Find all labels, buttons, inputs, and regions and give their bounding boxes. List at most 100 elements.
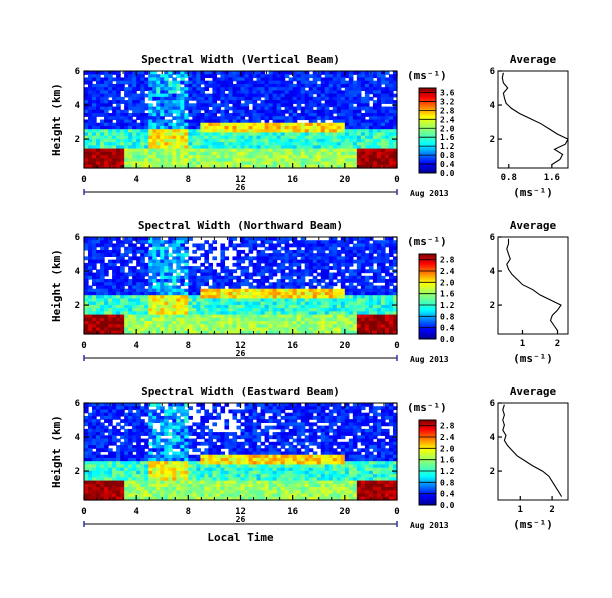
- heatmap-cell: [288, 155, 294, 159]
- heatmap-cell: [316, 74, 322, 79]
- heatmap-cell: [388, 151, 394, 156]
- heatmap-cell: [172, 90, 177, 95]
- heatmap-cell: [380, 246, 386, 251]
- heatmap-cell: [336, 321, 342, 325]
- heatmap-cell: [312, 409, 318, 414]
- heatmap-cell: [232, 298, 238, 303]
- heatmap-cell: [124, 106, 129, 111]
- heatmap-cell: [208, 327, 214, 332]
- heatmap-cell: [92, 295, 97, 300]
- heatmap-cell: [392, 71, 398, 75]
- heatmap-cell: [192, 279, 197, 283]
- heatmap-cell: [268, 295, 274, 300]
- heatmap-cell: [388, 237, 394, 241]
- heatmap-cell: [380, 298, 386, 303]
- heatmap-cell: [196, 330, 201, 335]
- heatmap-cell: [268, 237, 274, 241]
- heatmap-cell: [100, 317, 105, 322]
- heatmap-cell: [224, 308, 230, 312]
- heatmap-cell: [324, 125, 330, 130]
- heatmap-cell: [128, 246, 133, 251]
- heatmap-cell: [216, 71, 222, 75]
- heatmap-cell: [168, 148, 173, 153]
- heatmap-cell: [268, 308, 274, 312]
- heatmap-cell: [224, 288, 230, 293]
- heatmap-cell: [160, 256, 165, 261]
- heatmap-cell: [380, 119, 386, 124]
- heatmap-cell: [300, 74, 306, 79]
- heatmap-cell: [332, 317, 338, 322]
- heatmap-cell: [88, 129, 93, 134]
- heatmap-cell: [376, 243, 382, 248]
- heatmap-cell: [284, 158, 290, 163]
- heatmap-cell: [240, 109, 246, 114]
- heatmap-cell: [204, 419, 209, 423]
- heatmap-cell: [368, 425, 374, 430]
- heatmap-cell: [96, 288, 101, 293]
- heatmap-cell: [304, 142, 310, 146]
- heatmap-cell: [312, 269, 318, 274]
- heatmap-cell: [172, 145, 177, 150]
- heatmap-cell: [308, 406, 314, 411]
- heatmap-cell: [352, 151, 358, 156]
- heatmap-cell: [352, 109, 358, 114]
- heatmap-cell: [384, 324, 390, 329]
- heatmap-cell: [152, 314, 157, 319]
- heatmap-cell: [180, 246, 185, 251]
- heatmap-cell: [188, 314, 193, 319]
- heatmap-cell: [368, 282, 374, 287]
- heatmap-cell: [276, 314, 282, 319]
- heatmap-cell: [360, 148, 366, 153]
- heatmap-cell: [252, 116, 258, 121]
- heatmap-cell: [96, 109, 101, 114]
- heatmap-cell: [280, 96, 286, 101]
- heatmap-cell: [312, 77, 318, 82]
- heatmap-cell: [340, 324, 346, 329]
- heatmap-cell: [144, 327, 149, 332]
- heatmap-cell: [356, 275, 362, 280]
- heatmap-cell: [112, 116, 117, 121]
- heatmap-cell: [268, 83, 274, 88]
- heatmap-cell: [124, 145, 129, 150]
- heatmap-cell: [300, 116, 306, 121]
- heatmap-cell: [196, 158, 201, 163]
- heatmap-cell: [288, 119, 294, 124]
- heatmap-cell: [332, 308, 338, 312]
- heatmap-cell: [252, 327, 258, 332]
- heatmap-cell: [104, 428, 109, 433]
- heatmap-cell: [172, 77, 177, 82]
- heatmap-cell: [108, 311, 113, 316]
- heatmap-cell: [336, 243, 342, 248]
- heatmap-cell: [108, 317, 113, 322]
- heatmap-cell: [264, 77, 270, 82]
- heatmap-cell: [148, 145, 153, 150]
- heatmap-cell: [296, 314, 302, 319]
- heatmap-cell: [276, 138, 282, 143]
- heatmap-cell: [148, 282, 153, 287]
- heatmap-cell: [116, 138, 121, 143]
- heatmap-cell: [252, 100, 258, 104]
- heatmap-cell: [180, 428, 185, 433]
- heatmap-cell: [212, 100, 218, 104]
- heatmap-cell: [240, 240, 246, 245]
- heatmap-cell: [344, 298, 350, 303]
- heatmap-cell: [288, 406, 294, 411]
- heatmap-cell: [84, 311, 89, 316]
- heatmap-cell: [240, 412, 246, 417]
- x-tick-label: 4: [133, 175, 139, 185]
- heatmap-cell: [340, 304, 346, 309]
- heatmap-cell: [148, 158, 153, 163]
- heatmap-cell: [308, 321, 314, 325]
- heatmap-cell: [208, 109, 214, 114]
- heatmap-cell: [340, 119, 346, 124]
- heatmap-cell: [204, 151, 209, 156]
- heatmap-cell: [96, 113, 101, 117]
- heatmap-cell: [308, 288, 314, 293]
- heatmap-cell: [176, 406, 181, 411]
- heatmap-cell: [348, 327, 354, 332]
- heatmap-cell: [332, 148, 338, 153]
- heatmap-cell: [252, 288, 258, 293]
- heatmap-cell: [136, 422, 141, 427]
- heatmap-cell: [316, 259, 322, 264]
- heatmap-cell: [384, 113, 390, 117]
